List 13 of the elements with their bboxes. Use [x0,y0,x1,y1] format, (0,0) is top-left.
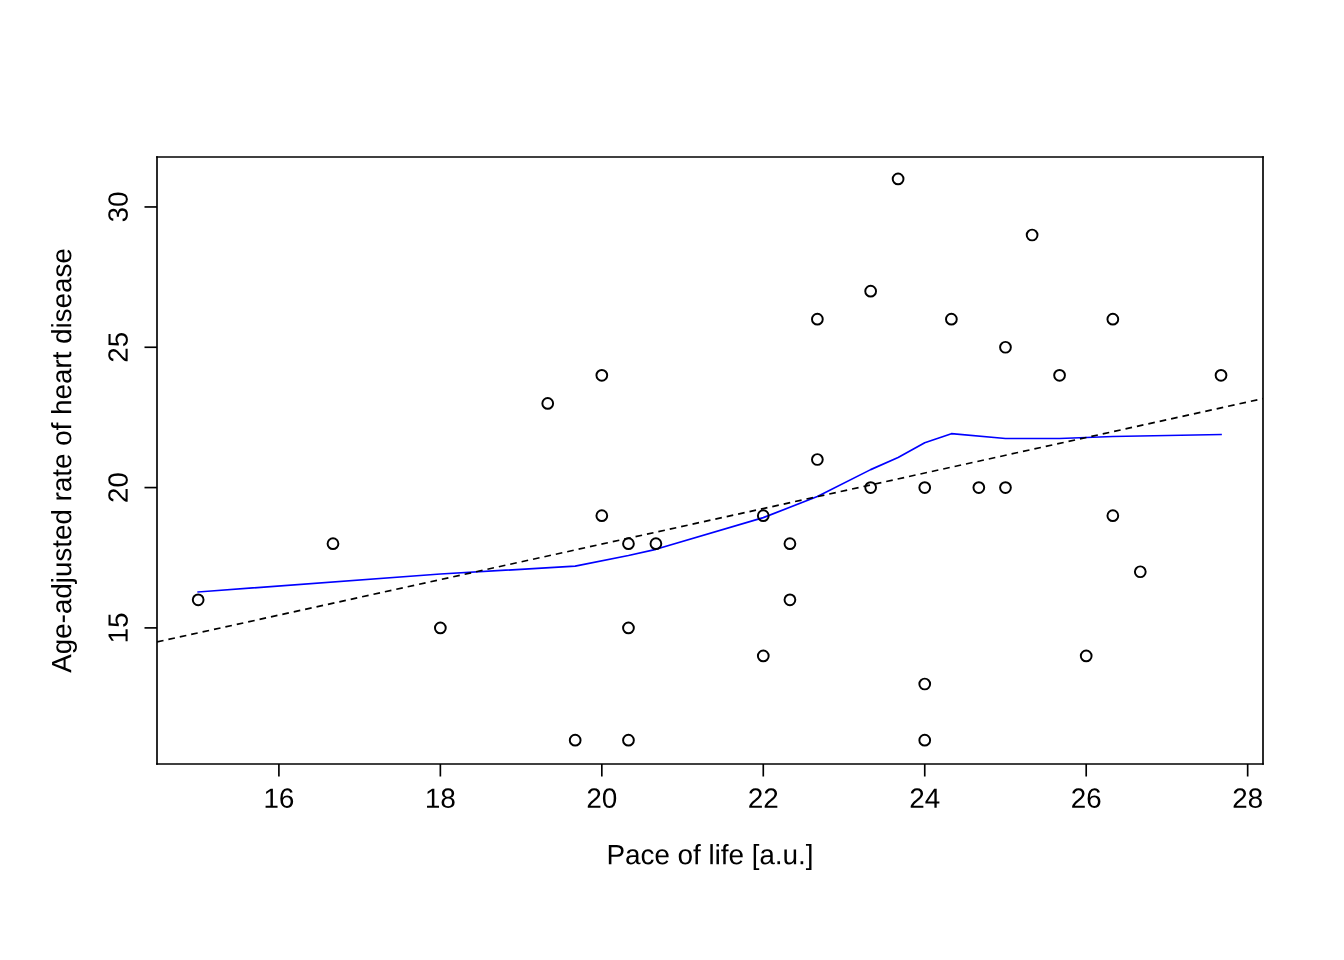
y-axis-title: Age-adjusted rate of heart disease [51,249,77,673]
x-tick-label: 22 [749,788,778,808]
x-tick-label: 18 [427,788,455,809]
y-tick-label: 15 [108,613,128,642]
x-tick-label: 24 [910,788,940,808]
x-axis-title: Pace of life [a.u.] [608,844,812,870]
x-tick-label: 16 [265,788,294,809]
x-tick-label: 28 [1233,788,1262,809]
y-tick-label: 20 [108,473,128,502]
x-tick-label: 20 [587,788,617,809]
x-tick-label: 26 [1072,788,1101,809]
y-tick-label: 30 [108,192,128,222]
y-tick-label: 25 [108,332,128,362]
